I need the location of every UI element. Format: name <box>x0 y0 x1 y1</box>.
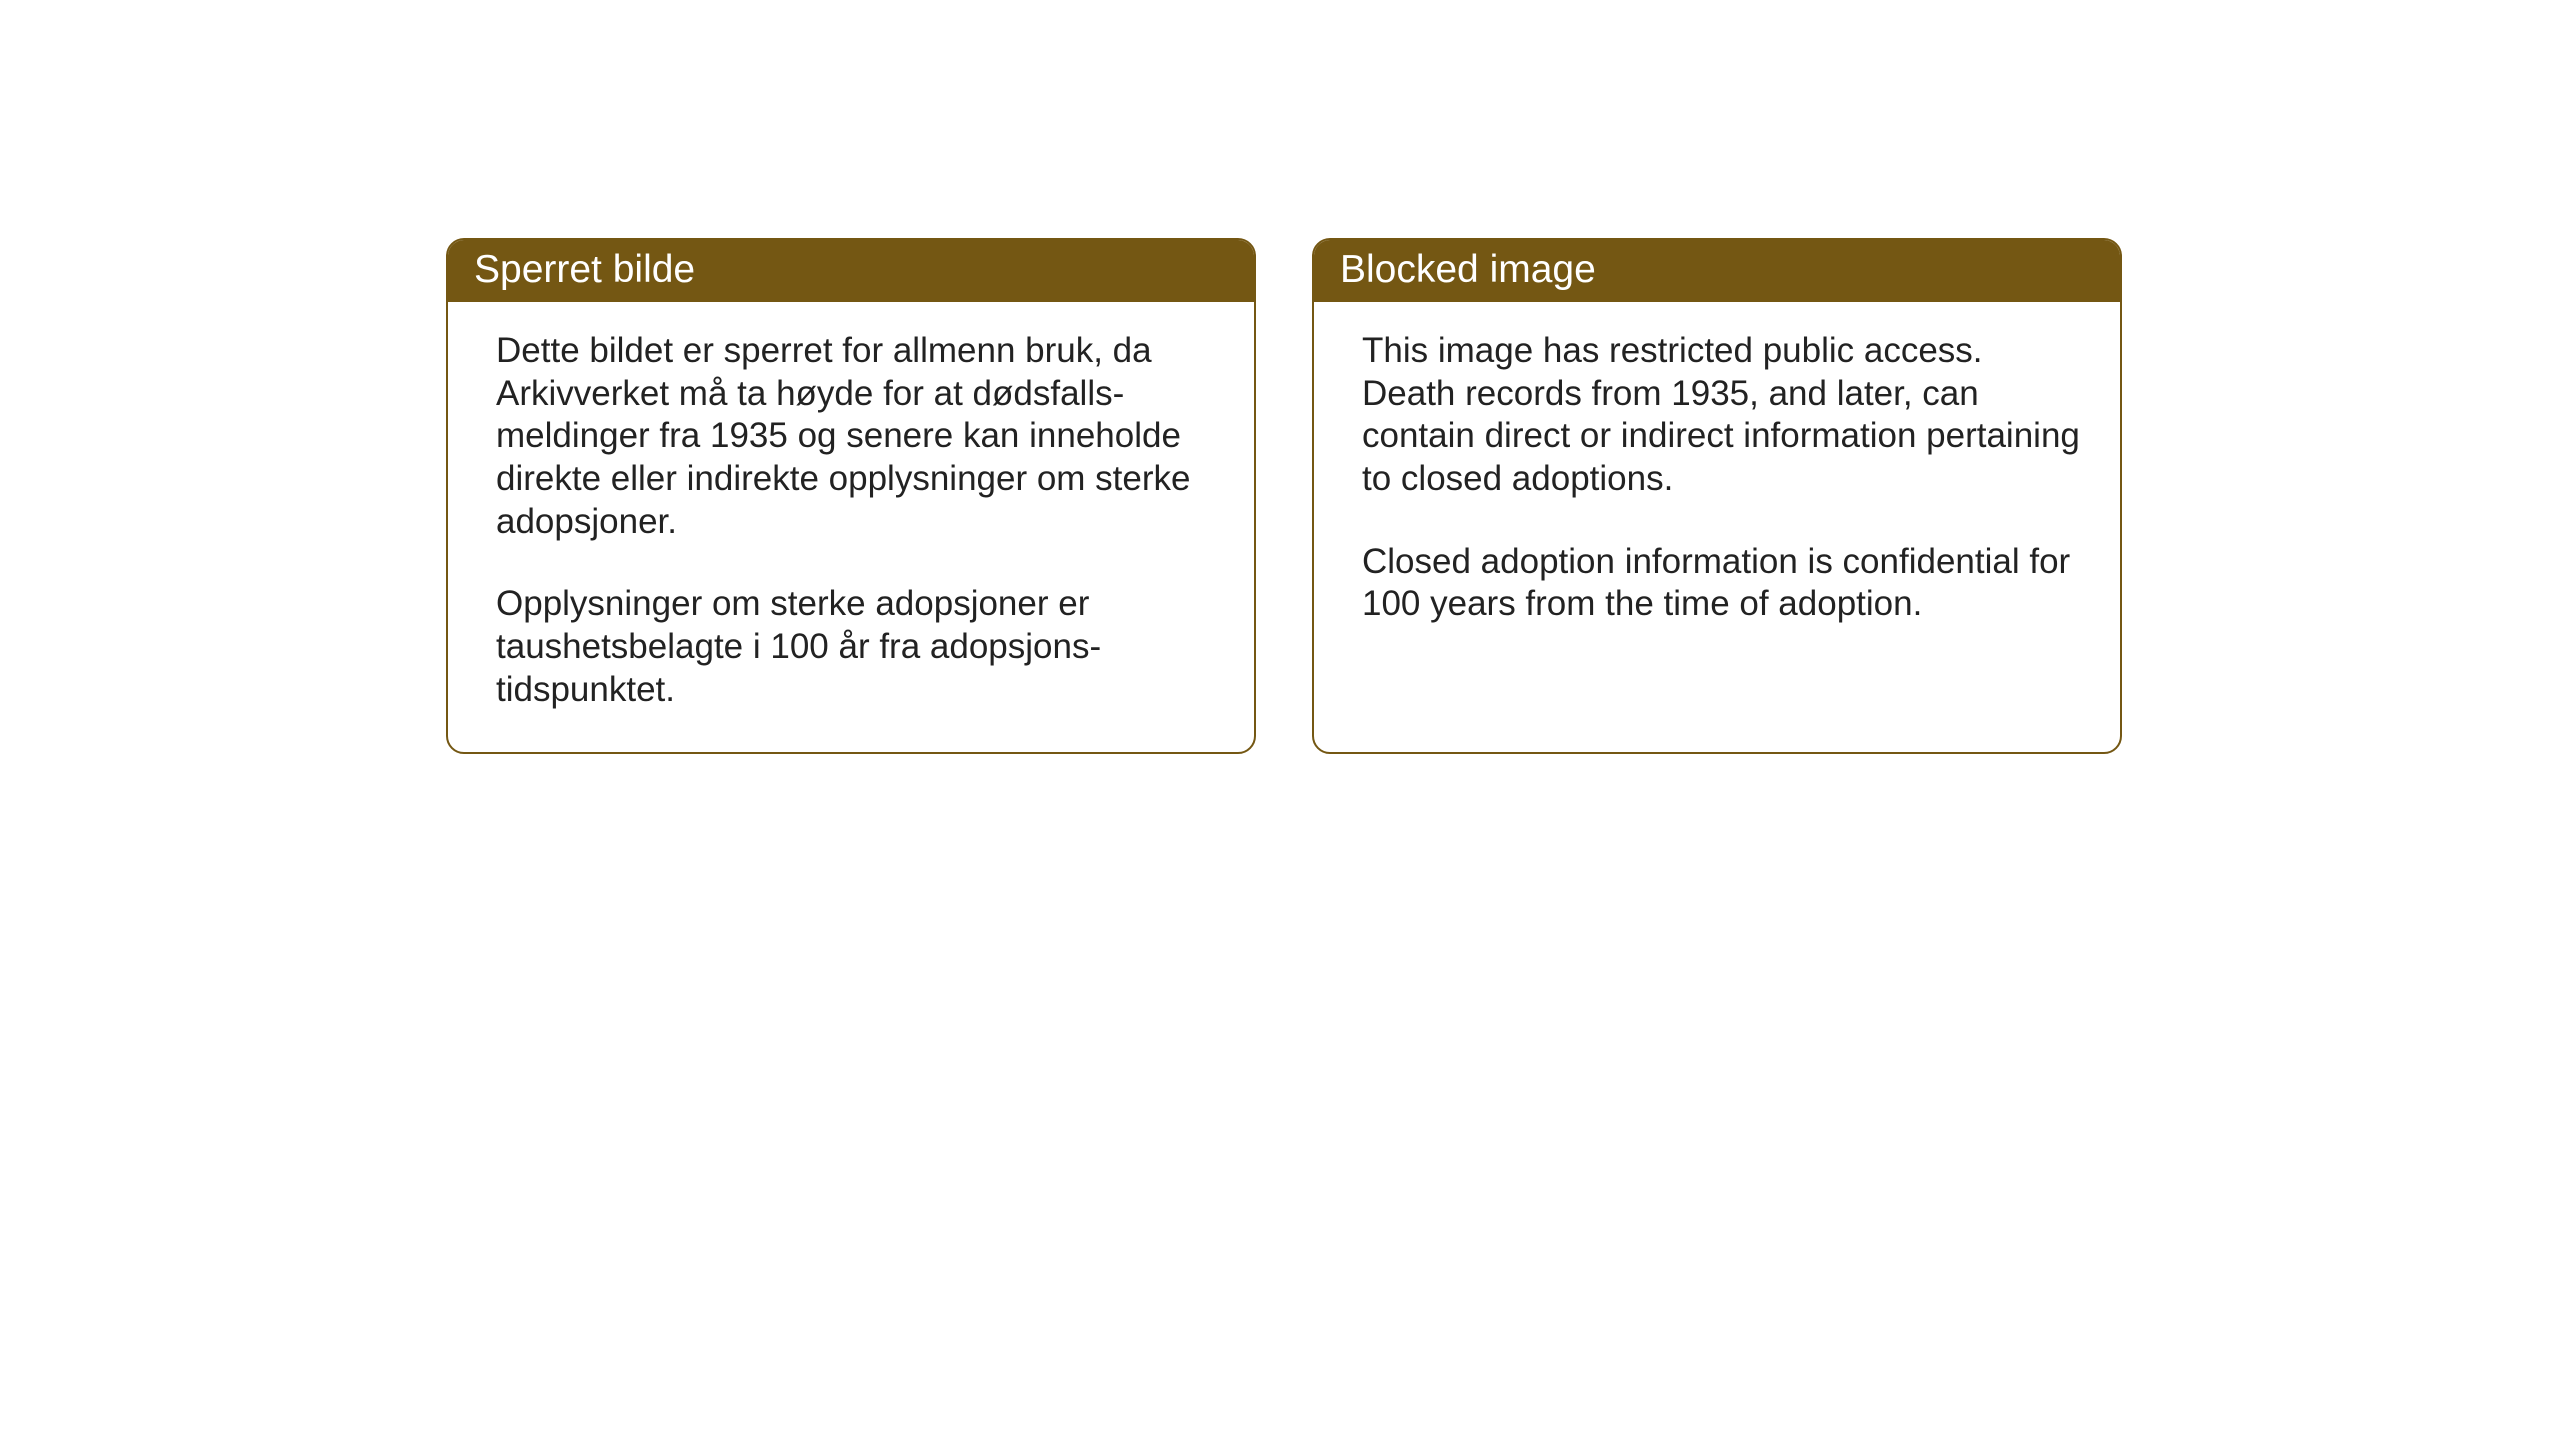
norwegian-notice-card: Sperret bilde Dette bildet er sperret fo… <box>446 238 1256 754</box>
norwegian-notice-title: Sperret bilde <box>448 240 1254 302</box>
english-paragraph-2: Closed adoption information is confident… <box>1362 541 2080 626</box>
norwegian-notice-body: Dette bildet er sperret for allmenn bruk… <box>448 302 1254 752</box>
english-notice-title: Blocked image <box>1314 240 2120 302</box>
norwegian-paragraph-2: Opplysninger om sterke adopsjoner er tau… <box>496 583 1214 711</box>
norwegian-paragraph-1: Dette bildet er sperret for allmenn bruk… <box>496 330 1214 543</box>
english-notice-card: Blocked image This image has restricted … <box>1312 238 2122 754</box>
english-paragraph-1: This image has restricted public access.… <box>1362 330 2080 501</box>
english-notice-body: This image has restricted public access.… <box>1314 302 2120 746</box>
notice-container: Sperret bilde Dette bildet er sperret fo… <box>0 0 2560 754</box>
